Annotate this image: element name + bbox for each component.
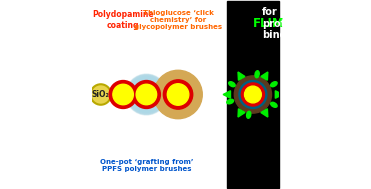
Ellipse shape: [229, 82, 235, 87]
Circle shape: [167, 84, 189, 105]
Circle shape: [128, 76, 165, 113]
Circle shape: [126, 74, 167, 115]
Circle shape: [109, 81, 137, 108]
Circle shape: [129, 77, 164, 112]
Circle shape: [130, 78, 163, 111]
Circle shape: [234, 76, 272, 113]
Circle shape: [163, 80, 193, 109]
Ellipse shape: [255, 71, 259, 78]
Ellipse shape: [247, 111, 251, 118]
Polygon shape: [275, 91, 283, 98]
Circle shape: [132, 81, 160, 108]
Circle shape: [91, 84, 111, 105]
Text: for
protein
binding: for protein binding: [262, 7, 304, 40]
Circle shape: [242, 83, 265, 106]
Circle shape: [128, 76, 165, 113]
Polygon shape: [261, 72, 268, 80]
Ellipse shape: [271, 82, 277, 87]
Circle shape: [126, 74, 167, 115]
Circle shape: [127, 75, 165, 114]
Text: SiO₂: SiO₂: [92, 90, 110, 99]
Circle shape: [129, 77, 164, 112]
Text: Polydopamine
coating: Polydopamine coating: [92, 10, 154, 30]
Polygon shape: [238, 72, 245, 80]
Circle shape: [127, 75, 166, 114]
Ellipse shape: [271, 102, 277, 107]
Circle shape: [127, 75, 166, 114]
Circle shape: [128, 76, 165, 113]
Circle shape: [128, 76, 164, 113]
Ellipse shape: [227, 99, 234, 104]
Circle shape: [113, 84, 133, 105]
Polygon shape: [223, 91, 230, 98]
Circle shape: [127, 74, 166, 115]
Text: One-pot ‘grafting from’
PPFS polymer brushes: One-pot ‘grafting from’ PPFS polymer bru…: [100, 159, 193, 172]
Circle shape: [244, 86, 261, 103]
Text: Thioglucose ‘click
chemistry’ for
glycopolymer brushes: Thioglucose ‘click chemistry’ for glycop…: [134, 10, 222, 30]
Circle shape: [129, 78, 163, 111]
Circle shape: [239, 81, 267, 108]
Circle shape: [136, 84, 157, 105]
Polygon shape: [238, 109, 245, 117]
Circle shape: [154, 70, 202, 119]
Circle shape: [129, 77, 164, 112]
Text: FLIM: FLIM: [253, 17, 285, 30]
Polygon shape: [261, 109, 268, 117]
Circle shape: [128, 77, 164, 112]
Bar: [227, 1, 279, 188]
